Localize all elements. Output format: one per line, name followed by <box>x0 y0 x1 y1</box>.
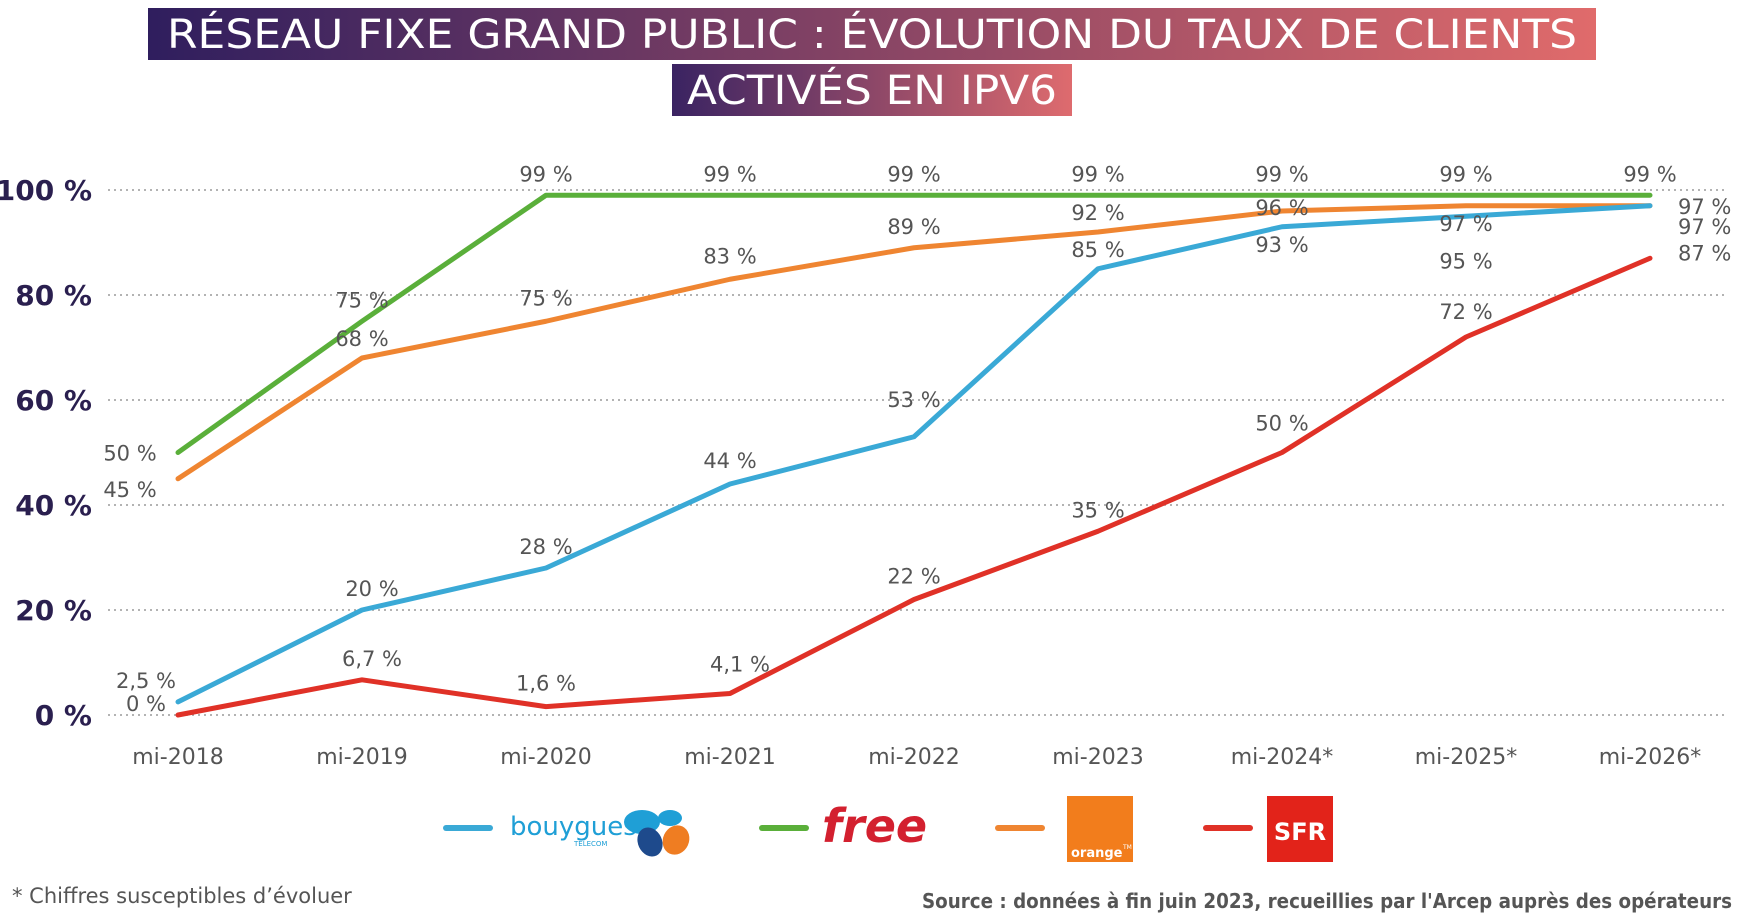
data-label-sfr: 4,1 % <box>710 652 770 676</box>
legend: bouygues TELECOM free orange TM <box>443 796 1333 862</box>
chart-title: RÉSEAU FIXE GRAND PUBLIC : ÉVOLUTION DU … <box>148 8 1596 116</box>
series-lines <box>175 192 1653 718</box>
data-label-free: 99 % <box>1255 162 1308 186</box>
orange-logo-text: orange <box>1071 846 1123 861</box>
x-tick-label: mi-2025* <box>1415 745 1517 770</box>
x-tick-label: mi-2026* <box>1599 745 1701 770</box>
sfr-logo-icon: SFR <box>1267 796 1333 862</box>
data-label-bouygues: 2,5 % <box>116 669 176 693</box>
data-label-sfr: 22 % <box>887 565 940 589</box>
data-label-sfr: 35 % <box>1071 498 1124 522</box>
data-labels: 50 % 75 % 99 % 99 % 99 % 99 % 99 % 99 % 99 % 45 %… <box>103 162 1731 716</box>
legend-orange: orange TM <box>995 796 1133 862</box>
y-tick-label: 100 % <box>0 174 92 207</box>
x-tick-label: mi-2023 <box>1052 745 1143 770</box>
data-label-free: 99 % <box>887 162 940 186</box>
footnote: * Chiffres susceptibles d’évoluer <box>12 884 352 908</box>
data-label-bouygues: 95 % <box>1439 249 1492 273</box>
title-line-2: ACTIVÉS EN IPV6 <box>687 66 1057 114</box>
data-label-free: 99 % <box>703 162 756 186</box>
data-label-orange: 92 % <box>1071 201 1124 225</box>
data-label-orange: 83 % <box>703 244 756 268</box>
x-tick-label: mi-2021 <box>684 745 775 770</box>
data-label-sfr: 50 % <box>1255 412 1308 436</box>
data-label-bouygues: 20 % <box>345 577 398 601</box>
bouygues-logo-icon: bouygues TELECOM <box>510 810 690 857</box>
y-tick-label: 80 % <box>15 279 92 312</box>
data-label-orange: 96 % <box>1255 196 1308 220</box>
data-label-bouygues: 28 % <box>519 535 572 559</box>
data-label-bouygues: 97 % <box>1678 215 1731 239</box>
title-bar-2 <box>672 64 1072 116</box>
data-label-free: 99 % <box>1439 162 1492 186</box>
y-tick-label: 20 % <box>15 594 92 627</box>
data-label-free: 99 % <box>1623 162 1676 186</box>
data-label-free: 75 % <box>335 288 388 312</box>
sfr-logo-text: SFR <box>1274 818 1326 846</box>
series-line-free <box>175 192 1653 455</box>
y-tick-label: 0 % <box>35 699 92 732</box>
series-line-sfr <box>175 255 1653 718</box>
data-label-bouygues: 85 % <box>1071 238 1124 262</box>
y-axis-ticks: 0 % 20 % 40 % 60 % 80 % 100 % <box>0 174 92 732</box>
bouygues-logo-text: bouygues <box>510 812 637 842</box>
data-label-orange: 68 % <box>335 327 388 351</box>
orange-logo-tm: TM <box>1122 844 1132 851</box>
data-label-orange: 89 % <box>887 215 940 239</box>
source-note: Source : données à fin juin 2023, recuei… <box>922 889 1732 913</box>
legend-free: free <box>759 799 927 853</box>
x-axis-ticks: mi-2018 mi-2019 mi-2020 mi-2021 mi-2022 mi-20… <box>132 745 1701 770</box>
data-label-sfr: 1,6 % <box>516 672 576 696</box>
orange-logo-icon: orange TM <box>1067 796 1133 862</box>
title-bar-1 <box>148 8 1596 60</box>
bouygues-logo-subtext: TELECOM <box>573 840 607 848</box>
data-label-bouygues: 93 % <box>1255 233 1308 257</box>
x-tick-label: mi-2020 <box>500 745 591 770</box>
data-label-free: 50 % <box>103 442 156 466</box>
data-label-orange: 45 % <box>103 478 156 502</box>
x-tick-label: mi-2024* <box>1231 745 1333 770</box>
x-tick-label: mi-2022 <box>868 745 959 770</box>
data-label-free: 99 % <box>519 162 572 186</box>
legend-bouygues: bouygues TELECOM <box>443 810 690 857</box>
y-tick-label: 60 % <box>15 384 92 417</box>
data-label-bouygues: 53 % <box>887 388 940 412</box>
data-label-bouygues: 44 % <box>703 449 756 473</box>
y-tick-label: 40 % <box>15 489 92 522</box>
x-tick-label: mi-2019 <box>316 745 407 770</box>
title-line-1: RÉSEAU FIXE GRAND PUBLIC : ÉVOLUTION DU … <box>167 10 1577 58</box>
data-label-free: 99 % <box>1071 162 1124 186</box>
x-tick-label: mi-2018 <box>132 745 223 770</box>
data-label-sfr: 87 % <box>1678 241 1731 265</box>
data-label-orange: 75 % <box>519 286 572 310</box>
free-logo-icon: free <box>822 799 927 853</box>
data-label-orange: 97 % <box>1678 195 1731 219</box>
series-line-bouygues <box>175 203 1653 705</box>
series-line-orange <box>175 203 1653 482</box>
data-label-sfr: 0 % <box>126 692 166 716</box>
data-label-sfr: 72 % <box>1439 300 1492 324</box>
data-label-sfr: 6,7 % <box>342 647 402 671</box>
data-label-orange: 97 % <box>1439 212 1492 236</box>
legend-sfr: SFR <box>1203 796 1333 862</box>
